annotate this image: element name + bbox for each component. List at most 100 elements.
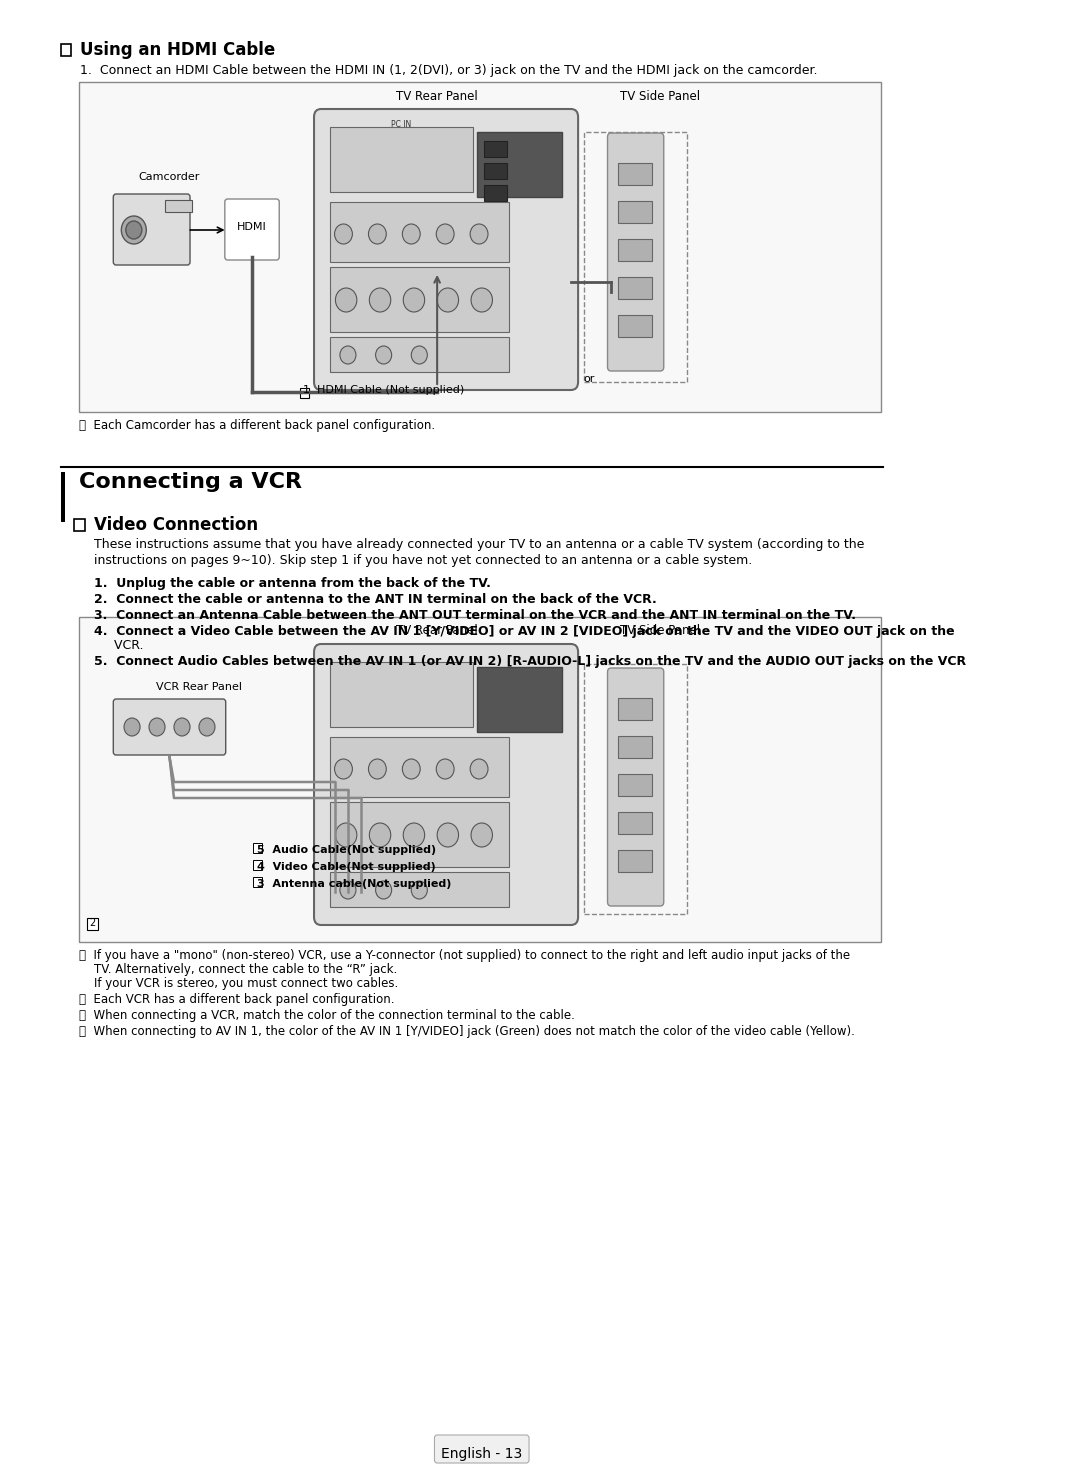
Bar bbox=[485, 141, 507, 157]
FancyBboxPatch shape bbox=[314, 645, 578, 925]
Text: ⒑  If you have a "mono" (non-stereo) VCR, use a Y-connector (not supplied) to co: ⒑ If you have a "mono" (non-stereo) VCR,… bbox=[79, 948, 850, 962]
Bar bbox=[618, 163, 652, 185]
Text: VCR.: VCR. bbox=[94, 639, 144, 652]
Circle shape bbox=[403, 759, 420, 780]
Text: 3.  Connect an Antenna Cable between the ANT OUT terminal on the VCR and the ANT: 3. Connect an Antenna Cable between the … bbox=[94, 609, 855, 622]
Text: Video Connection: Video Connection bbox=[94, 516, 258, 534]
Bar bbox=[330, 267, 509, 332]
Text: Using an HDMI Cable: Using an HDMI Cable bbox=[80, 41, 275, 59]
Circle shape bbox=[149, 717, 165, 737]
Text: ⒑  Each Camcorder has a different back panel configuration.: ⒑ Each Camcorder has a different back pa… bbox=[79, 419, 434, 431]
Text: 4.  Connect a Video Cable between the AV IN 1 [Y/VIDEO] or AV IN 2 [VIDEO] jack : 4. Connect a Video Cable between the AV … bbox=[94, 625, 955, 637]
Text: 1.  Connect an HDMI Cable between the HDMI IN (1, 2(DVI), or 3) jack on the TV a: 1. Connect an HDMI Cable between the HDM… bbox=[80, 64, 818, 77]
Text: TV Rear Panel: TV Rear Panel bbox=[396, 624, 478, 637]
Bar bbox=[87, 917, 98, 931]
Text: Camcorder: Camcorder bbox=[138, 172, 200, 182]
Circle shape bbox=[124, 717, 140, 737]
Circle shape bbox=[470, 224, 488, 245]
FancyBboxPatch shape bbox=[113, 194, 190, 265]
Circle shape bbox=[340, 880, 356, 900]
Bar bbox=[618, 316, 652, 336]
Text: TV Side Panel: TV Side Panel bbox=[620, 90, 700, 104]
Bar bbox=[618, 812, 652, 834]
Bar bbox=[79, 617, 881, 943]
Circle shape bbox=[368, 759, 387, 780]
Text: or: or bbox=[583, 373, 594, 384]
Circle shape bbox=[376, 345, 392, 365]
Circle shape bbox=[403, 823, 424, 848]
Bar bbox=[477, 667, 562, 732]
Circle shape bbox=[471, 288, 492, 313]
Circle shape bbox=[437, 288, 459, 313]
Text: TV Rear Panel: TV Rear Panel bbox=[396, 90, 478, 104]
Text: Connecting a VCR: Connecting a VCR bbox=[79, 471, 301, 492]
Text: English - 13: English - 13 bbox=[441, 1446, 523, 1461]
Circle shape bbox=[369, 823, 391, 848]
Circle shape bbox=[340, 345, 356, 365]
Bar bbox=[618, 202, 652, 222]
Circle shape bbox=[436, 224, 454, 245]
FancyBboxPatch shape bbox=[113, 700, 226, 754]
Bar bbox=[60, 471, 65, 522]
Text: TV Side Panel: TV Side Panel bbox=[620, 624, 700, 637]
Text: 5.  Connect Audio Cables between the AV IN 1 (or AV IN 2) [R-AUDIO-L] jacks on t: 5. Connect Audio Cables between the AV I… bbox=[94, 655, 966, 668]
Bar bbox=[60, 44, 71, 56]
FancyBboxPatch shape bbox=[608, 133, 664, 370]
Bar bbox=[330, 336, 509, 372]
Circle shape bbox=[403, 288, 424, 313]
Bar bbox=[477, 132, 562, 197]
Bar bbox=[254, 843, 262, 854]
Circle shape bbox=[411, 345, 428, 365]
FancyBboxPatch shape bbox=[314, 110, 578, 390]
Bar bbox=[618, 774, 652, 796]
Circle shape bbox=[369, 288, 391, 313]
Text: These instructions assume that you have already connected your TV to an antenna : These instructions assume that you have … bbox=[94, 538, 864, 551]
Text: 5  Audio Cable(Not supplied): 5 Audio Cable(Not supplied) bbox=[257, 845, 436, 855]
Circle shape bbox=[121, 216, 146, 245]
Circle shape bbox=[470, 759, 488, 780]
Text: ⒑  When connecting to AV IN 1, the color of the AV IN 1 [Y/VIDEO] jack (Green) d: ⒑ When connecting to AV IN 1, the color … bbox=[79, 1026, 854, 1037]
Circle shape bbox=[471, 823, 492, 848]
Bar bbox=[330, 737, 509, 797]
Bar bbox=[330, 127, 473, 193]
Circle shape bbox=[335, 759, 352, 780]
Text: HDMI: HDMI bbox=[237, 222, 267, 233]
Text: ⒑  When connecting a VCR, match the color of the connection terminal to the cabl: ⒑ When connecting a VCR, match the color… bbox=[79, 1009, 575, 1023]
Circle shape bbox=[436, 759, 454, 780]
Bar bbox=[330, 871, 509, 907]
Circle shape bbox=[336, 288, 356, 313]
Circle shape bbox=[368, 224, 387, 245]
Bar bbox=[165, 200, 192, 212]
Bar bbox=[485, 185, 507, 202]
Circle shape bbox=[174, 717, 190, 737]
Circle shape bbox=[199, 717, 215, 737]
Bar bbox=[618, 737, 652, 757]
Bar bbox=[485, 163, 507, 179]
Text: 3  Antenna cable(Not supplied): 3 Antenna cable(Not supplied) bbox=[257, 879, 451, 889]
Bar bbox=[79, 82, 881, 412]
Text: 1  HDMI Cable (Not supplied): 1 HDMI Cable (Not supplied) bbox=[303, 385, 464, 396]
Text: PC IN: PC IN bbox=[391, 120, 411, 129]
Text: VCR Rear Panel: VCR Rear Panel bbox=[157, 682, 242, 692]
Circle shape bbox=[403, 224, 420, 245]
Text: instructions on pages 9~10). Skip step 1 if you have not yet connected to an ant: instructions on pages 9~10). Skip step 1… bbox=[94, 554, 752, 568]
Circle shape bbox=[125, 221, 141, 239]
Bar bbox=[330, 202, 509, 262]
Bar bbox=[618, 277, 652, 299]
Bar bbox=[618, 239, 652, 261]
Circle shape bbox=[437, 823, 459, 848]
Circle shape bbox=[336, 823, 356, 848]
Text: 1.  Unplug the cable or antenna from the back of the TV.: 1. Unplug the cable or antenna from the … bbox=[94, 576, 490, 590]
Text: TV. Alternatively, connect the cable to the “R” jack.: TV. Alternatively, connect the cable to … bbox=[79, 963, 396, 977]
Bar bbox=[254, 877, 262, 888]
Circle shape bbox=[411, 880, 428, 900]
Bar bbox=[254, 860, 262, 870]
Bar bbox=[330, 662, 473, 728]
Bar bbox=[618, 698, 652, 720]
Bar bbox=[300, 388, 309, 399]
Circle shape bbox=[335, 224, 352, 245]
Bar bbox=[584, 132, 687, 382]
Bar bbox=[618, 851, 652, 871]
Bar bbox=[75, 519, 84, 531]
FancyBboxPatch shape bbox=[434, 1435, 529, 1463]
